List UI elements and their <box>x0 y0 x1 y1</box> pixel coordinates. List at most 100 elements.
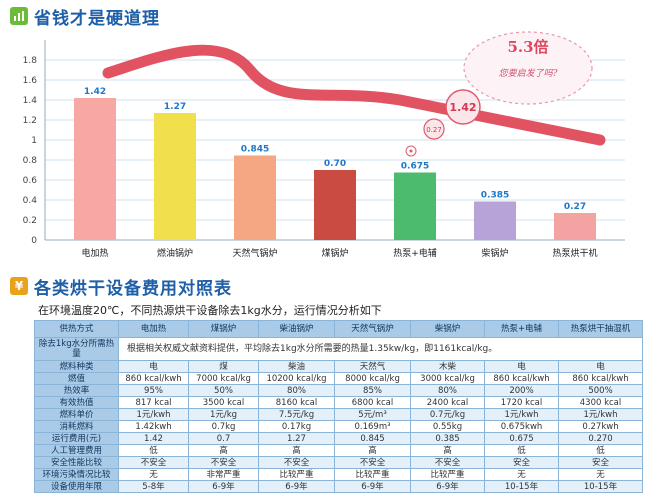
y-tick-label: 1.4 <box>23 96 38 106</box>
yen-icon: ¥ <box>10 277 28 295</box>
table-cell: 0.7元/kg <box>410 408 485 421</box>
table-cell: 8160 kcal <box>258 396 335 409</box>
y-tick-label: 0.4 <box>23 196 38 206</box>
table-cell: 6800 kcal <box>334 396 411 409</box>
column-header: 电加热 <box>118 320 189 338</box>
column-header: 供热方式 <box>34 320 119 338</box>
category-label: 天然气锅炉 <box>232 247 277 259</box>
table-cell: 3500 kcal <box>188 396 259 409</box>
table-cell: 电 <box>558 360 643 373</box>
bar-value-label: 0.845 <box>241 145 269 155</box>
table-cell: 非常严重 <box>188 468 259 481</box>
row-label: 有效热值 <box>34 396 119 409</box>
table-cell: 80% <box>258 384 335 397</box>
table-cell: 7.5元/kg <box>258 408 335 421</box>
category-label: 燃油锅炉 <box>157 247 193 259</box>
category-label: 热泵+电辅 <box>393 247 437 259</box>
table-cell: 不安全 <box>334 456 411 469</box>
table-cell: 5元/m³ <box>334 408 411 421</box>
row-label: 环境污染情况比较 <box>34 468 119 481</box>
bar <box>154 113 196 240</box>
column-header: 柴锅炉 <box>410 320 485 338</box>
bar-value-label: 0.27 <box>564 202 586 212</box>
table-cell: 8000 kcal/kg <box>334 372 411 385</box>
table-body: 除去1kg水分所需热量 根据相关权威文献资料提供，平均除去1kg水分所需要的热量… <box>34 337 643 493</box>
table-row: 燃料种类电煤柴油 天然气 木柴电电 <box>34 360 643 373</box>
table-cell: 10200 kcal/kg <box>258 372 335 385</box>
table-cell: 3000 kcal/kg <box>410 372 485 385</box>
y-tick-label: 1.6 <box>23 76 38 86</box>
table-cell: 7000 kcal/kg <box>188 372 259 385</box>
table-row: 环境污染情况比较无非常严重 比较严重 比较严重 比较严重无无 <box>34 468 643 481</box>
table-cell: 不安全 <box>258 456 335 469</box>
table-cell: 5-8年 <box>118 480 189 493</box>
table-row: 设备使用年限 5-8年 6-9年 6-9年 6-9年 6-9年 10-15年 10-15年 <box>34 480 643 493</box>
category-label: 热泵烘干机 <box>552 247 597 259</box>
table-cell: 817 kcal <box>118 396 189 409</box>
table-cell: 0.27kwh <box>558 420 643 433</box>
table-cell: 10-15年 <box>558 480 643 493</box>
high-marker <box>445 89 481 125</box>
table-cell: 500% <box>558 384 643 397</box>
row-label: 燃值 <box>34 372 119 385</box>
dot-marker-center <box>409 149 413 153</box>
ratio-label: 5.3倍 <box>507 38 548 56</box>
bar-chart-icon <box>10 7 28 25</box>
row-label: 热效率 <box>34 384 119 397</box>
y-tick-label: 0.2 <box>23 216 37 226</box>
table-cell: 80% <box>410 384 485 397</box>
row-label: 燃料种类 <box>34 360 119 373</box>
table-cell: 10-15年 <box>484 480 559 493</box>
y-tick-label: 0.6 <box>23 176 38 186</box>
table-row: 人工管理费用低高高高高低低 <box>34 444 643 457</box>
ratio-bubble <box>463 31 593 105</box>
table-cell: 1720 kcal <box>484 396 559 409</box>
table-cell: 无 <box>558 468 643 481</box>
table-row-heat-required: 除去1kg水分所需热量 根据相关权威文献资料提供，平均除去1kg水分所需要的热量… <box>34 337 643 361</box>
heat-required-note: 根据相关权威文献资料提供，平均除去1kg水分所需要的热量1.35kw/kg，即1… <box>118 337 643 361</box>
table-cell: 6-9年 <box>258 480 335 493</box>
table-cell: 比较严重 <box>334 468 411 481</box>
table-cell: 0.169m³ <box>334 420 411 433</box>
bar-value-label: 1.42 <box>84 87 106 97</box>
table-row: 燃料单价 1元/kwh 1元/kg 7.5元/kg 5元/m³ 0.7元/kg 1元/kwh… <box>34 408 643 421</box>
trend-line <box>102 44 606 146</box>
column-header: 柴油锅炉 <box>258 320 335 338</box>
table-intro: 在环境温度20℃，不同热源烘干设备除去1kg水分，运行情况分析如下 <box>38 304 382 317</box>
table-cell: 高 <box>188 444 259 457</box>
table-cell: 6-9年 <box>188 480 259 493</box>
table-cell: 高 <box>410 444 485 457</box>
table-cell: 1.42kwh <box>118 420 189 433</box>
table-cell: 比较严重 <box>258 468 335 481</box>
table-cell: 2400 kcal <box>410 396 485 409</box>
table-cell: 1元/kg <box>188 408 259 421</box>
table-cell: 85% <box>334 384 411 397</box>
table-cell: 0.845 <box>334 432 411 445</box>
bar-value-label: 1.27 <box>164 102 186 112</box>
table-cell: 6-9年 <box>410 480 485 493</box>
row-label: 设备使用年限 <box>34 480 119 493</box>
table-cell: 高 <box>334 444 411 457</box>
bar <box>554 213 596 240</box>
table-cell: 比较严重 <box>410 468 485 481</box>
bar <box>314 170 356 240</box>
table-cell: 6-9年 <box>334 480 411 493</box>
table-cell: 安全 <box>484 456 559 469</box>
bar-value-label: 0.70 <box>324 159 346 169</box>
table-cell: 高 <box>258 444 335 457</box>
table-cell: 无 <box>118 468 189 481</box>
cost-comparison-table: 供热方式 电加热 煤锅炉 柴油锅炉 天然气锅炉 柴锅炉 热泵+电辅 热泵烘干抽湿机 除去1kg… <box>34 320 643 493</box>
table-row: 运行费用(元) 1.42 0.7 1.27 0.845 0.385 0.675 0.270 <box>34 432 643 445</box>
category-label: 柴锅炉 <box>481 247 508 259</box>
table-cell: 0.7kg <box>188 420 259 433</box>
row-label: 人工管理费用 <box>34 444 119 457</box>
row-label: 除去1kg水分所需热量 <box>34 337 119 361</box>
table-cell: 860 kcal/kwh <box>118 372 189 385</box>
table-cell: 50% <box>188 384 259 397</box>
row-label: 消耗燃料 <box>34 420 119 433</box>
table-cell: 0.385 <box>410 432 485 445</box>
category-label: 电加热 <box>81 247 108 259</box>
table-cell: 0.675kwh <box>484 420 559 433</box>
column-header: 天然气锅炉 <box>334 320 411 338</box>
